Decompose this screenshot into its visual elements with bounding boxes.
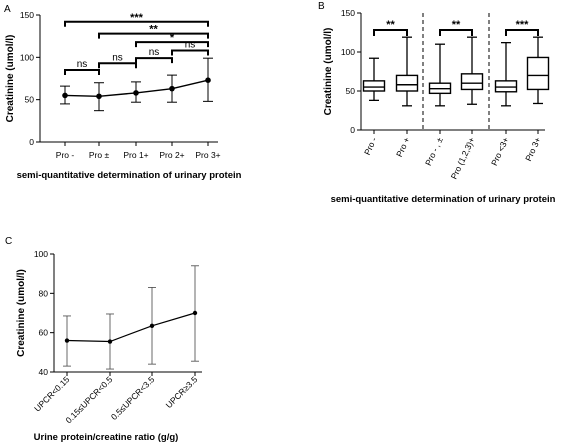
- panel-c-point: [192, 310, 198, 316]
- panel-a-sig-label: **: [149, 24, 158, 36]
- panel-b-ytick-label: 100: [341, 47, 355, 57]
- panel-b-sig-label: **: [452, 19, 461, 31]
- panel-a-ytick-label: 100: [20, 52, 34, 62]
- panel-a-ytick-label: 150: [20, 10, 34, 20]
- panel-b-xlabel: semi-quantitative determination of urina…: [331, 194, 556, 205]
- panel-b-box: [395, 74, 419, 92]
- panel-a-point: [62, 92, 68, 99]
- panel-a-sig-bracket: [135, 57, 173, 64]
- panel-a-xtick-label: Pro 2+: [159, 150, 184, 160]
- panel-a-letter: A: [4, 4, 11, 15]
- panel-c-xtick-label: UPCR≥3.5: [164, 374, 200, 410]
- panel-a-sig-bracket: [64, 20, 209, 27]
- panel-a: A 0 50 100 150 Creatinine (umol/l) Pro - Pro ± P…: [4, 4, 242, 181]
- panel-a-sig-label: ns: [149, 47, 160, 58]
- panel-b-box: [526, 56, 550, 91]
- panel-c-point: [149, 323, 155, 328]
- panel-a-xtick-label: Pro 3+: [195, 150, 220, 160]
- panel-b-xtick-label: Pro +: [394, 136, 412, 159]
- panel-b-xtick-label: Pro <3+: [489, 136, 511, 168]
- panel-b-sig-bracket: [505, 29, 539, 36]
- panel-a-sig-label: ns: [77, 59, 88, 70]
- panel-b-box: [460, 73, 484, 91]
- panel-b-box: [362, 80, 386, 92]
- panel-c-ytick-label: 80: [39, 288, 49, 298]
- panel-a-xtick-label: Pro 1+: [123, 150, 148, 160]
- panel-c-xtick-label: UPCR<0.15: [32, 374, 72, 414]
- panel-a-sig-bracket: [135, 41, 209, 48]
- panel-b-ytick-label: 50: [346, 86, 356, 96]
- panel-c-xlabel: Urine protein/creatine ratio (g/g): [34, 432, 179, 443]
- panel-b-letter: B: [318, 1, 325, 12]
- panel-a-sig-bracket: [64, 69, 100, 76]
- panel-a-sig-bracket: [98, 62, 137, 69]
- panel-b-xtick-label: Pro (1,2,3)+: [449, 136, 477, 181]
- panel-b-sig-label: **: [386, 19, 395, 31]
- panel-a-sig-bracket: [98, 32, 209, 39]
- panel-a-point: [96, 93, 102, 100]
- panel-a-xlabel: semi-quantitative determination of urina…: [17, 170, 242, 181]
- panel-a-point: [169, 85, 175, 92]
- panel-c-ytick-label: 100: [34, 249, 48, 259]
- panel-b-sig-bracket: [439, 29, 473, 36]
- panel-c-ytick-label: 40: [39, 367, 49, 377]
- panel-b-ytick-label: 0: [350, 125, 355, 135]
- panel-c-xtick-label: 0.5≤UPCR<3.5: [109, 374, 157, 422]
- panel-a-ylabel: Creatinine (umol/l): [5, 35, 16, 123]
- panel-c-ytick-label: 60: [39, 328, 49, 338]
- panel-a-sig-bracket: [171, 49, 209, 56]
- panel-b-xtick-label: Pro - , ±: [423, 135, 445, 167]
- panel-c-point: [107, 339, 113, 344]
- panel-b-ytick-label: 150: [341, 8, 355, 18]
- panel-a-xtick-label: Pro -: [56, 150, 75, 160]
- panel-a-point: [205, 77, 211, 83]
- panel-c-point: [64, 338, 70, 343]
- panel-a-sig-label: ns: [112, 52, 123, 63]
- panel-c-xtick-label: 0.15≤UPCR<0.5: [63, 374, 114, 425]
- panel-a-sig-label: ns: [185, 40, 196, 51]
- panel-b-ylabel: Creatinine (umol/l): [323, 28, 334, 116]
- panel-b: B 0 50 100 150 Creatinine (umol/l) Pro - Pro + P…: [318, 1, 556, 205]
- panel-a-ytick-label: 50: [25, 95, 35, 105]
- panel-a-ytick-label: 0: [29, 137, 34, 147]
- panel-a-xtick-label: Pro ±: [89, 150, 110, 160]
- panel-b-sig-bracket: [373, 29, 408, 36]
- panel-b-sig-label: ***: [516, 19, 530, 31]
- panel-c-ylabel: Creatinine (umol/l): [16, 269, 27, 357]
- panel-a-point: [133, 90, 139, 96]
- panel-b-xtick-label: Pro -: [362, 135, 379, 156]
- panel-a-sig-label: ***: [130, 12, 144, 24]
- panel-b-box: [494, 80, 518, 93]
- panel-c-letter: C: [5, 236, 12, 247]
- panel-b-xtick-label: Pro 3+: [523, 136, 543, 163]
- panel-a-sig-label: *: [170, 32, 175, 44]
- panel-c-series-line: [66, 312, 196, 343]
